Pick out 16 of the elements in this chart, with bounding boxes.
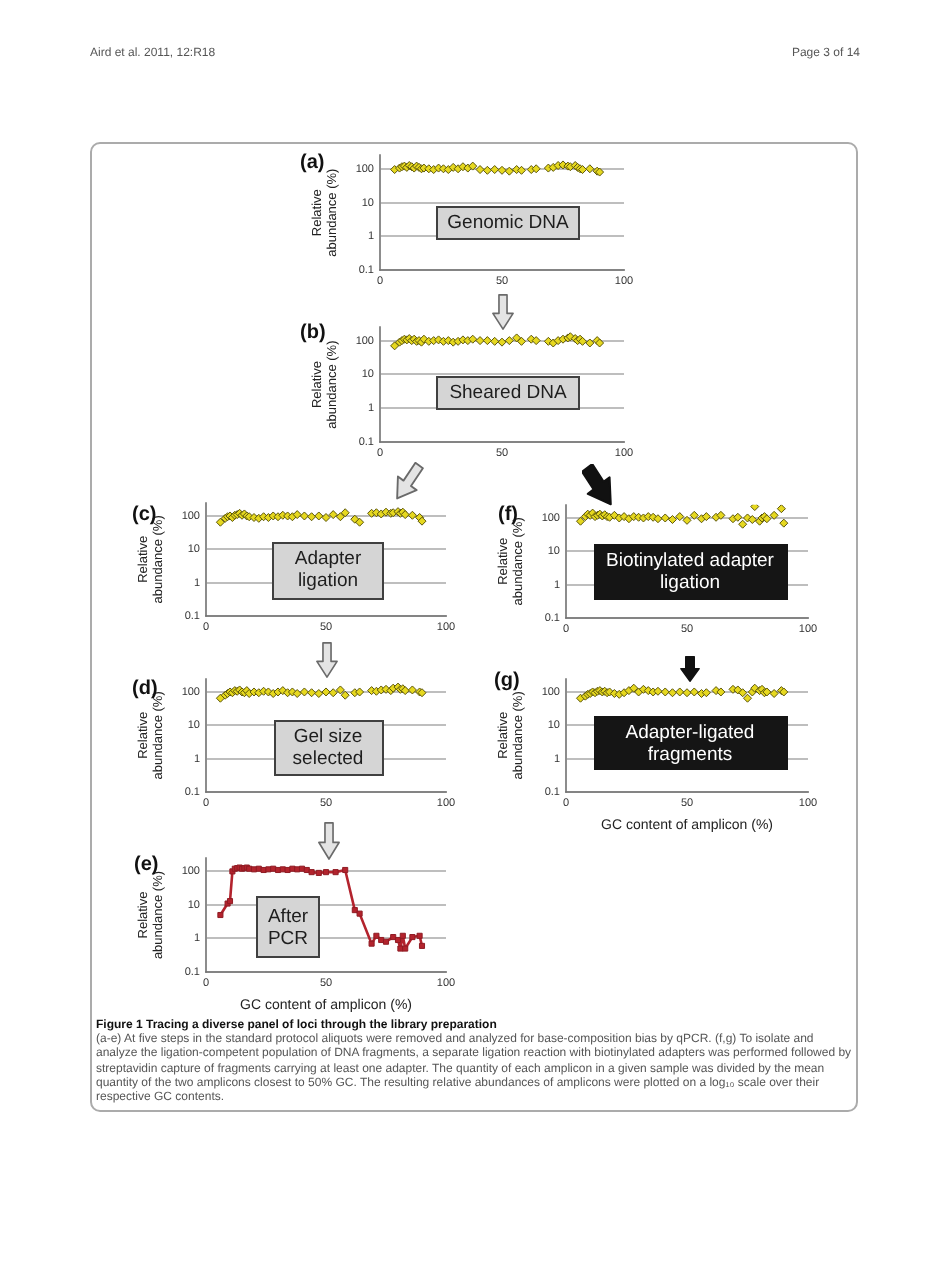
label-box: Gel size selected [273,720,383,776]
label-box: After PCR [256,896,320,958]
label-box: Adapter ligation [272,541,384,599]
label-box: Adapter-ligated fragments [593,716,787,771]
chart-title: (c) [132,503,157,526]
chart-title: (g) [494,669,520,692]
annotation: After PCR [265,905,311,949]
annotation: Genomic DNA [439,212,577,234]
chart-title: (e) [134,853,159,876]
chart-title: (b) [300,321,326,344]
chart-title: (a) [300,151,325,174]
label-box: Biotinylated adapter ligation [593,543,787,599]
label-box: Genomic DNA [436,206,580,240]
label-box: Sheared DNA [436,376,580,410]
annotation: Adapter ligation [292,548,364,592]
annotation: Sheared DNA [439,382,577,404]
